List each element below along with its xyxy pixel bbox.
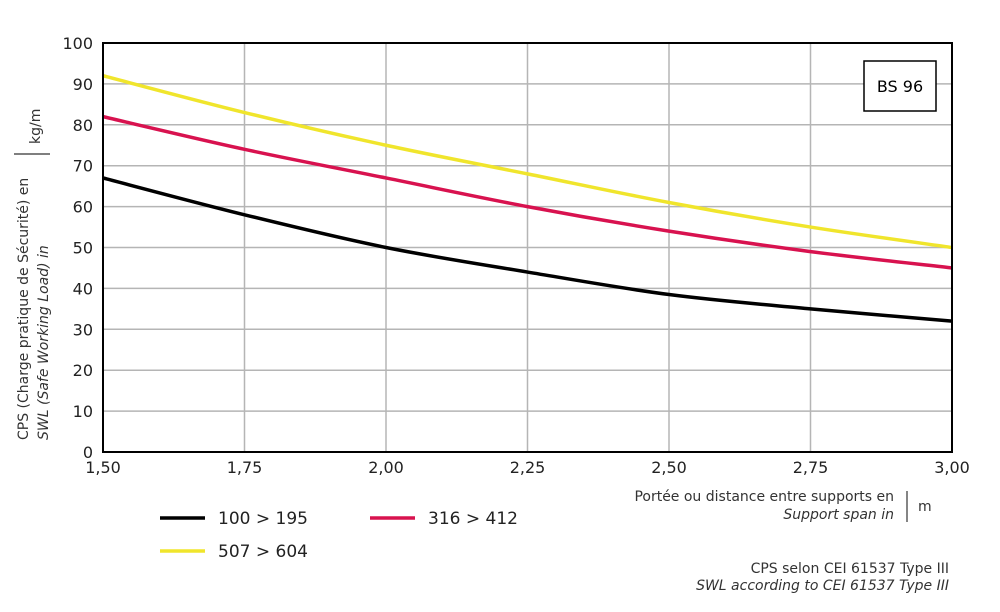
legend-item: 507 > 604 <box>160 542 308 562</box>
x-tick-label: 2,25 <box>510 458 546 477</box>
footnote-line2: SWL according to CEI 61537 Type III <box>696 578 949 594</box>
footnote-line1: CPS selon CEI 61537 Type III <box>751 561 949 577</box>
legend-label: 100 > 195 <box>218 509 308 529</box>
y-tick-label: 30 <box>73 320 93 339</box>
grid <box>102 42 953 453</box>
legend-label: 507 > 604 <box>218 542 308 562</box>
x-axis-unit: m <box>918 499 932 515</box>
series-line-1 <box>102 114 953 270</box>
y-axis-unit: kg/m <box>28 109 44 144</box>
y-tick-label: 40 <box>73 279 93 298</box>
y-tick-label: 90 <box>73 75 93 94</box>
legend: 100 > 195 316 > 412 507 > 604 <box>160 509 518 562</box>
legend-item: 100 > 195 <box>160 509 308 529</box>
series-line-0 <box>102 176 953 323</box>
y-tick-label: 10 <box>73 402 93 421</box>
y-tick-labels: 0 10 20 30 40 50 60 70 80 90 100 <box>62 34 93 462</box>
y-tick-label: 0 <box>83 443 93 462</box>
x-tick-label: 1,75 <box>227 458 263 477</box>
badge-text: BS 96 <box>877 77 923 96</box>
y-tick-label: 70 <box>73 157 93 176</box>
footnote: CPS selon CEI 61537 Type III SWL accordi… <box>696 561 949 594</box>
x-tick-label: 3,00 <box>934 458 970 477</box>
series-lines <box>102 74 953 323</box>
y-axis-title: CPS (Charge pratique de Sécurité) en SWL… <box>14 109 52 440</box>
y-axis-title-line2: SWL (Safe Working Load) in <box>36 245 52 440</box>
y-tick-label: 80 <box>73 116 93 135</box>
y-tick-label: 20 <box>73 361 93 380</box>
x-axis-title-line1: Portée ou distance entre supports en <box>634 489 894 505</box>
y-axis-title-line1: CPS (Charge pratique de Sécurité) en <box>16 178 32 440</box>
series-line-2 <box>102 74 953 250</box>
y-tick-label: 50 <box>73 239 93 258</box>
x-axis-title-line2: Support span in <box>783 507 894 523</box>
legend-item: 316 > 412 <box>370 509 518 529</box>
y-tick-label: 60 <box>73 198 93 217</box>
x-axis-title: Portée ou distance entre supports en Sup… <box>634 489 931 523</box>
x-tick-label: 2,75 <box>793 458 829 477</box>
legend-label: 316 > 412 <box>428 509 518 529</box>
y-tick-label: 100 <box>62 34 93 53</box>
x-tick-labels: 1,50 1,75 2,00 2,25 2,50 2,75 3,00 <box>85 458 970 477</box>
badge: BS 96 <box>863 60 937 112</box>
plot-frame <box>102 42 953 453</box>
x-tick-label: 1,50 <box>85 458 121 477</box>
x-tick-label: 2,50 <box>651 458 687 477</box>
x-tick-label: 2,00 <box>368 458 404 477</box>
